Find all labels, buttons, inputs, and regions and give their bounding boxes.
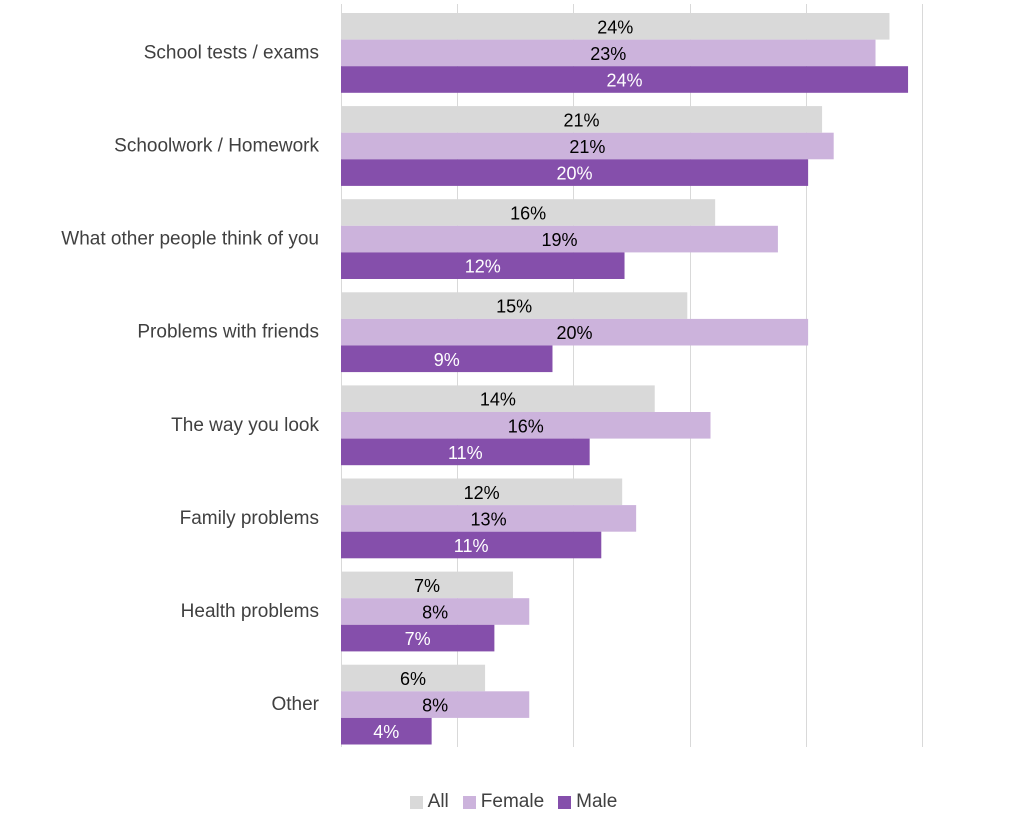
bar-all	[341, 385, 655, 412]
category-labels: School tests / exams Schoolwork / Homewor…	[61, 42, 319, 715]
bar-male	[341, 159, 809, 186]
category-label: The way you look	[171, 415, 319, 436]
bar-all	[341, 106, 823, 133]
legend-item-male: Male	[558, 791, 617, 813]
data-label: 7%	[414, 576, 440, 596]
bar-male	[341, 252, 625, 279]
bar-female	[341, 132, 834, 160]
legend-label: Female	[480, 791, 545, 812]
legend-swatch	[409, 795, 423, 809]
data-label: 12%	[464, 483, 500, 503]
data-label: 8%	[422, 696, 448, 716]
data-label: 21%	[564, 110, 600, 130]
bar-all	[341, 13, 890, 40]
legend-label: All	[427, 791, 449, 812]
legend: All Female Male	[0, 789, 1027, 815]
data-label: 19%	[541, 230, 577, 250]
data-labels: 24% 23% 24% 21% 21% 20% 16% 19% 12% 15% 20% 9% 14% 16…	[373, 17, 642, 742]
bar-female	[341, 691, 530, 718]
category-label: School tests / exams	[144, 42, 319, 63]
data-label: 23%	[590, 44, 626, 64]
data-label: 24%	[607, 71, 643, 91]
category-label: What other people think of you	[61, 229, 319, 250]
bar-female	[341, 225, 778, 253]
bar-male	[341, 531, 602, 559]
data-label: 6%	[400, 669, 426, 689]
data-label: 16%	[508, 416, 544, 436]
bar-female	[341, 505, 637, 532]
bar-all	[341, 292, 688, 319]
bar-male	[341, 438, 590, 466]
bar-all	[341, 478, 623, 506]
bar-female	[341, 39, 876, 67]
data-label: 7%	[405, 629, 431, 649]
data-label: 11%	[448, 443, 483, 463]
data-label: 13%	[471, 509, 507, 529]
data-label: 15%	[496, 297, 532, 317]
data-label: 8%	[422, 603, 448, 623]
bar-male	[341, 624, 495, 652]
data-label: 24%	[597, 17, 633, 37]
bar-male	[341, 66, 909, 93]
data-label: 21%	[569, 137, 605, 157]
data-label: 20%	[557, 323, 593, 343]
category-label: Problems with friends	[137, 322, 319, 343]
bars	[341, 13, 909, 745]
legend-label: Male	[576, 791, 618, 812]
bar-all	[341, 571, 513, 599]
bar-female	[341, 412, 711, 439]
data-label: 9%	[434, 350, 460, 370]
data-label: 20%	[557, 164, 593, 184]
legend-item-female: Female	[462, 791, 545, 813]
bar-male	[341, 717, 432, 745]
bar-chart: School tests / exams Schoolwork / Homewor…	[61, 4, 923, 747]
bar-female	[341, 598, 530, 625]
bar-female	[341, 318, 809, 346]
category-label: Family problems	[180, 508, 319, 529]
legend-swatch	[558, 795, 572, 809]
bar-all	[341, 199, 716, 226]
data-label: 14%	[480, 390, 516, 410]
category-label: Health problems	[181, 601, 319, 622]
bar-all	[341, 664, 486, 692]
legend-item-all: All	[409, 791, 449, 813]
legend-swatch	[462, 795, 476, 809]
data-label: 11%	[454, 536, 489, 556]
data-label: 4%	[373, 722, 399, 742]
bar-male	[341, 345, 553, 373]
data-label: 12%	[465, 257, 501, 277]
category-label: Other	[271, 694, 319, 715]
data-label: 16%	[510, 204, 546, 224]
category-label: Schoolwork / Homework	[114, 136, 319, 157]
